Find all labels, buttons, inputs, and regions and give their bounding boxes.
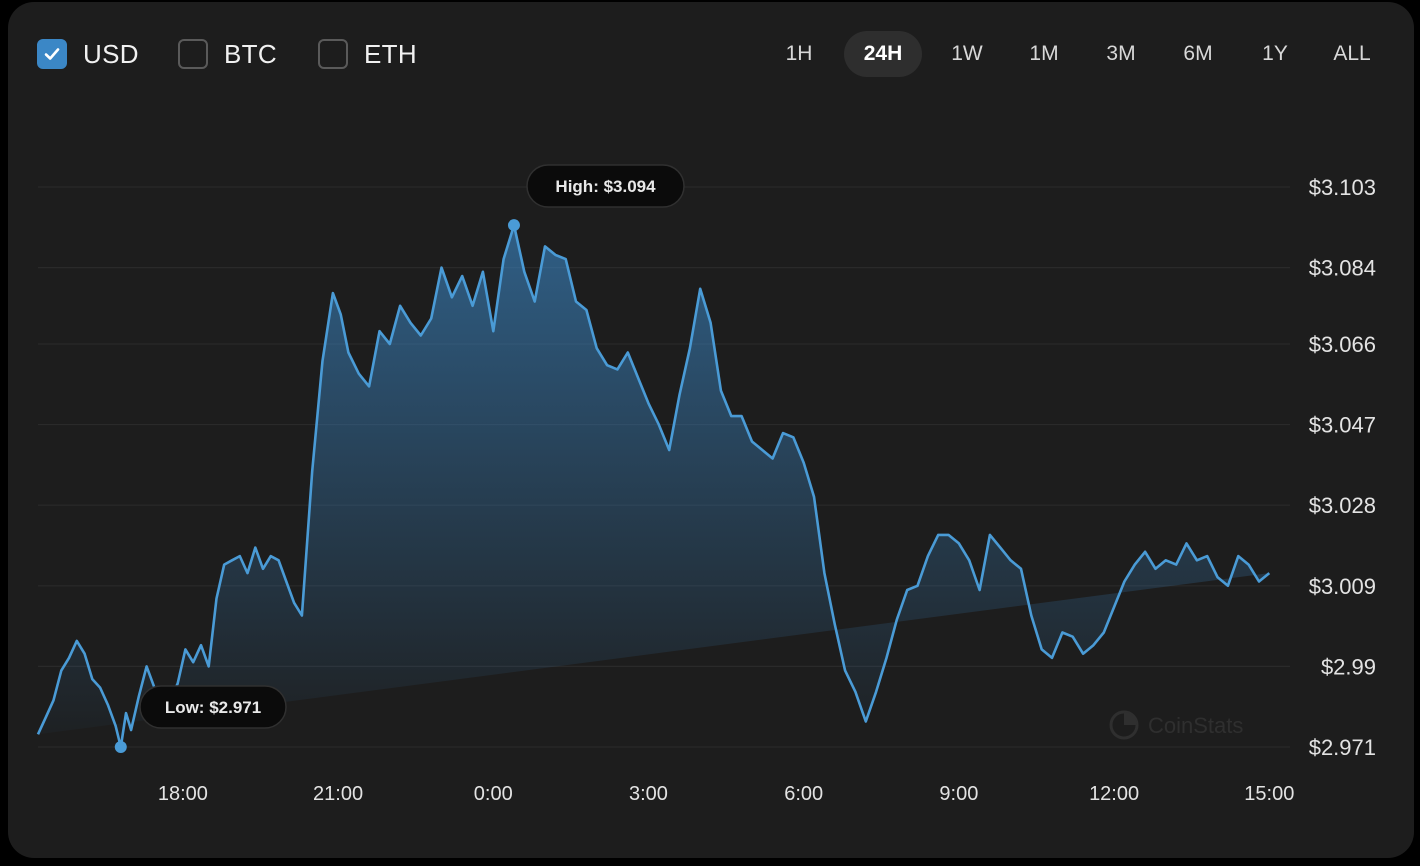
- btc-label: BTC: [224, 38, 277, 69]
- price-line: [36, 223, 1271, 749]
- range-tab-3m[interactable]: 3M: [1106, 42, 1136, 65]
- x-tick-label: 12:00: [1089, 783, 1139, 805]
- x-tick-label: 15:00: [1244, 783, 1294, 805]
- currency-toggle-eth[interactable]: ETH: [318, 37, 417, 71]
- range-tab-1w[interactable]: 1W: [951, 42, 983, 65]
- chart-toolbar: USD BTC ETH 1H 24H 1W 1M 3M 6M 1Y ALL: [0, 0, 1420, 110]
- currency-toggle-usd[interactable]: USD: [37, 37, 139, 71]
- x-tick-label: 9:00: [939, 783, 978, 805]
- range-tab-6m[interactable]: 6M: [1183, 42, 1213, 65]
- y-tick-label: $3.066: [1309, 332, 1376, 357]
- low-tooltip: [139, 685, 287, 729]
- y-tick-label: $3.009: [1309, 574, 1376, 599]
- y-tick-label: $2.99: [1321, 654, 1376, 679]
- btc-checkbox[interactable]: [178, 39, 208, 69]
- y-tick-label: $3.084: [1309, 256, 1376, 281]
- y-tick-label: $3.028: [1309, 493, 1376, 518]
- usd-label: USD: [83, 38, 139, 69]
- y-tick-label: $3.103: [1309, 175, 1376, 200]
- low-marker[interactable]: [114, 741, 127, 753]
- high-marker[interactable]: [507, 219, 520, 232]
- y-tick-label: $2.971: [1309, 735, 1376, 760]
- currency-toggle-btc[interactable]: BTC: [178, 37, 277, 71]
- coinstats-logo-wedge: [1124, 712, 1137, 725]
- checkmark-icon: [44, 48, 60, 60]
- high-tooltip: [526, 164, 685, 208]
- x-tick-label: 3:00: [629, 783, 668, 805]
- x-tick-label: 18:00: [158, 783, 208, 805]
- coinstats-watermark: CoinStats: [1109, 710, 1243, 740]
- high-tooltip-text: High: $3.094: [555, 177, 656, 196]
- range-tab-24h[interactable]: 24H: [844, 31, 922, 77]
- x-tick-label: 0:00: [474, 783, 513, 805]
- range-tab-1h[interactable]: 1H: [785, 42, 813, 65]
- time-range-tabs: 1H 24H 1W 1M 3M 6M 1Y ALL: [754, 31, 1384, 77]
- eth-label: ETH: [364, 38, 417, 69]
- range-tab-all[interactable]: ALL: [1333, 42, 1371, 65]
- price-area: [38, 225, 1270, 747]
- x-tick-label: 21:00: [313, 783, 363, 805]
- x-tick-label: 6:00: [784, 783, 823, 805]
- usd-checkbox[interactable]: [37, 39, 67, 69]
- range-tab-1y[interactable]: 1Y: [1262, 42, 1288, 65]
- y-tick-label: $3.047: [1309, 413, 1376, 438]
- range-tab-1m[interactable]: 1M: [1029, 42, 1059, 65]
- eth-checkbox[interactable]: [318, 39, 348, 69]
- low-tooltip-text: Low: $2.971: [165, 698, 261, 717]
- watermark-text: CoinStats: [1148, 713, 1243, 738]
